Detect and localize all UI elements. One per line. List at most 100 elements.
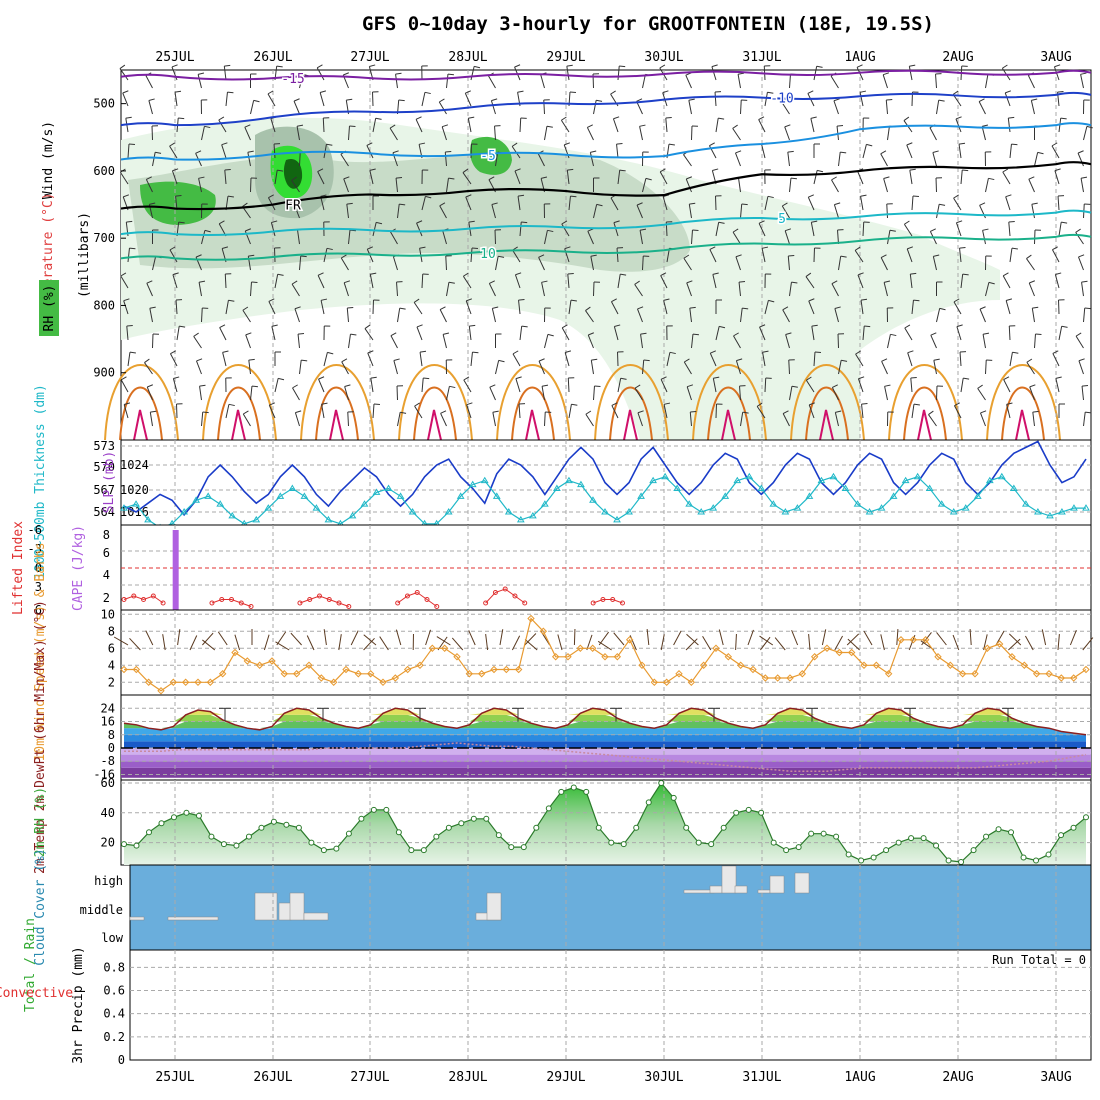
rh-point <box>733 809 740 816</box>
wind-barb-flag <box>465 90 471 94</box>
wind-barb <box>366 249 374 263</box>
wind-barb <box>250 281 252 297</box>
li-point <box>121 597 127 602</box>
wind-barb <box>593 100 597 115</box>
wind-barb-flag <box>515 376 522 380</box>
wind-barb-flag <box>195 254 202 258</box>
wind-marker <box>292 670 301 678</box>
wind-barb <box>396 281 398 297</box>
wind-barb <box>908 66 913 81</box>
wind-barb <box>857 378 864 393</box>
thickness-marker <box>120 504 128 511</box>
rh-point <box>445 824 452 831</box>
wind-barb <box>316 67 325 81</box>
instability-ticks: -6 -3 0 3 6 8 6 4 2 <box>28 523 1091 617</box>
wind-barb-flag <box>611 402 618 406</box>
surface-barb <box>660 634 665 651</box>
rh-point <box>508 844 515 851</box>
cloud-panel: high middle low Cloud Cover (%) <box>33 848 1092 966</box>
wind-marker <box>231 648 239 657</box>
wind-marker <box>625 636 634 644</box>
wind-barb-flag <box>834 202 841 206</box>
temperature-label: 2m Temp 2m DewPt (6hr Min/Max) (°C) <box>33 600 48 874</box>
rh-point <box>1083 814 1089 821</box>
wind-barb-flag <box>805 272 812 277</box>
wind-marker <box>564 653 572 661</box>
wind-barb-flag <box>278 377 285 381</box>
wind-barb <box>488 75 496 89</box>
contour--5 <box>120 122 1092 161</box>
rh-point <box>533 824 540 831</box>
wind-barb <box>1057 195 1060 211</box>
wind-barb <box>617 274 621 289</box>
wind-barb-flag <box>293 98 300 102</box>
wind-barb <box>740 412 744 427</box>
wind-barb <box>566 170 570 185</box>
wind-barb-flag <box>228 299 235 302</box>
wind-barb <box>685 75 692 89</box>
wind-barb <box>390 335 398 349</box>
wind-barb <box>224 170 227 185</box>
wind-barb <box>660 275 668 289</box>
wind-barb <box>242 413 251 427</box>
wind-barb-flag <box>149 202 156 205</box>
wind-barb-flag <box>242 306 249 311</box>
wind-barb-flag <box>810 116 817 119</box>
temp-line <box>123 707 1087 736</box>
wind-barb <box>341 361 349 375</box>
wind-barb-flag <box>155 151 162 154</box>
wind-barb <box>364 328 374 341</box>
thickness-marker <box>961 504 970 511</box>
thickness-marker <box>264 504 273 511</box>
cloud-bar <box>734 885 748 894</box>
surface-barb <box>573 628 576 646</box>
wind-barb-flag <box>833 98 840 102</box>
wind-barb-flag <box>491 202 498 205</box>
pressure-tick-label: 500 <box>93 97 115 111</box>
wind-barb <box>936 308 941 323</box>
wind-barb-flag <box>511 142 518 147</box>
wind-barb-flag <box>880 254 887 258</box>
wind-barb <box>1031 308 1035 323</box>
wind-barb <box>810 118 815 133</box>
wind-barb <box>838 360 842 375</box>
wind-barb-flag <box>767 195 774 199</box>
wind-barb <box>881 361 888 375</box>
wind-barb-flag <box>1012 351 1019 354</box>
wind-barb <box>862 221 865 237</box>
rh-point <box>470 815 477 822</box>
li-point <box>404 593 410 599</box>
wind-barb-flag <box>419 350 427 353</box>
wind-gridlines <box>121 610 1091 695</box>
wind-barb-flag <box>910 272 917 275</box>
wind-barb <box>857 274 864 289</box>
wind-barb <box>789 282 792 297</box>
wind-barb <box>883 282 888 297</box>
wind-barb <box>291 283 300 297</box>
wind-barb-flag <box>988 177 995 181</box>
wind-marker <box>773 674 782 682</box>
wind-barb-flag <box>782 202 788 207</box>
wind-barb <box>735 360 741 375</box>
wind-barb-flag <box>448 177 455 180</box>
wind-barb <box>1054 274 1060 289</box>
wind-barb-flag <box>1002 168 1009 173</box>
wind-barb-flag <box>686 176 693 180</box>
wind-barb <box>880 153 888 167</box>
lifted-index-label: Lifted Index <box>11 521 26 615</box>
wind-barb <box>789 178 792 193</box>
wind-barb <box>393 360 398 375</box>
surface-barb <box>597 640 612 651</box>
instability-gridlines <box>121 525 1091 610</box>
wind-barb-flag <box>861 402 868 405</box>
wind-barb <box>492 412 496 427</box>
rh-tick: 60 <box>101 776 115 790</box>
wind-barb-flag <box>393 358 400 361</box>
rh-tick: 20 <box>101 836 115 850</box>
cloud-bar <box>486 892 502 921</box>
wind-barb-flag <box>590 150 597 153</box>
wind-barb <box>911 404 915 419</box>
wind-barb <box>1032 412 1035 427</box>
wind-barb <box>568 196 571 211</box>
surface-barb <box>747 629 754 646</box>
